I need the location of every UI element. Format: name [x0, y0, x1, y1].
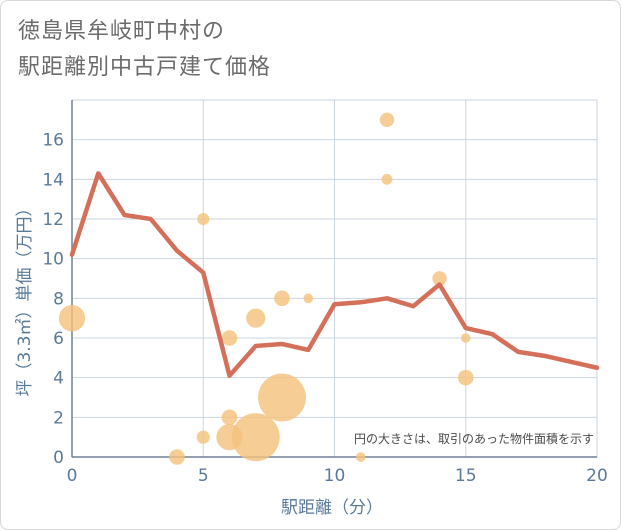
chart-title-line1: 徳島県牟岐町中村の [18, 19, 226, 44]
grid-lines [71, 99, 598, 458]
y-tick-label: 2 [53, 408, 64, 428]
y-tick-label: 16 [42, 131, 64, 151]
y-tick-label: 14 [42, 170, 64, 190]
chart-title: 徳島県牟岐町中村の 駅距離別中古戸建て価格 [18, 14, 271, 86]
bubble-point [221, 330, 238, 346]
bubble-point [246, 308, 266, 328]
y-tick-label: 8 [53, 289, 64, 309]
bubble-point [197, 213, 210, 225]
bubble-point [355, 452, 366, 462]
bubble-point [457, 369, 474, 386]
axes [71, 100, 597, 458]
size-note: 円の大きさは、取引のあった物件面積を示す [354, 431, 594, 446]
average-price-line [69, 171, 600, 378]
y-tick-label: 0 [53, 448, 64, 468]
bubble-point [379, 112, 395, 128]
y-tick-label: 6 [53, 329, 64, 349]
bubble-point [58, 304, 86, 332]
bubble-point [303, 293, 314, 304]
bubble-point [196, 430, 210, 444]
y-tick-label: 10 [42, 250, 64, 270]
chart-title-line2: 駅距離別中古戸建て価格 [18, 55, 272, 80]
x-tick-label: 10 [324, 466, 346, 486]
x-tick-label: 15 [455, 466, 477, 486]
bubble-point [169, 449, 185, 465]
x-tick-label: 0 [67, 466, 78, 486]
tick-labels: 0 2 4 6 8 10 12 14 16 0 5 10 15 20 [42, 131, 607, 486]
bubble-point [381, 173, 393, 185]
x-axis-title: 駅距離（分） [281, 498, 383, 518]
bubble-point [460, 333, 471, 343]
x-tick-label: 5 [198, 466, 209, 486]
x-tick-label: 20 [586, 466, 608, 486]
bubble-series [58, 112, 474, 465]
bubble-point [221, 409, 238, 426]
y-tick-label: 4 [53, 369, 64, 389]
bubble-point [258, 373, 306, 422]
bubble-point [274, 290, 290, 307]
line-series [69, 171, 600, 378]
bubble-point [231, 413, 280, 462]
y-axis-title: 坪（3.3㎡）単価（万円） [15, 199, 35, 396]
bubble-point [432, 271, 447, 286]
y-tick-label: 12 [42, 210, 64, 230]
